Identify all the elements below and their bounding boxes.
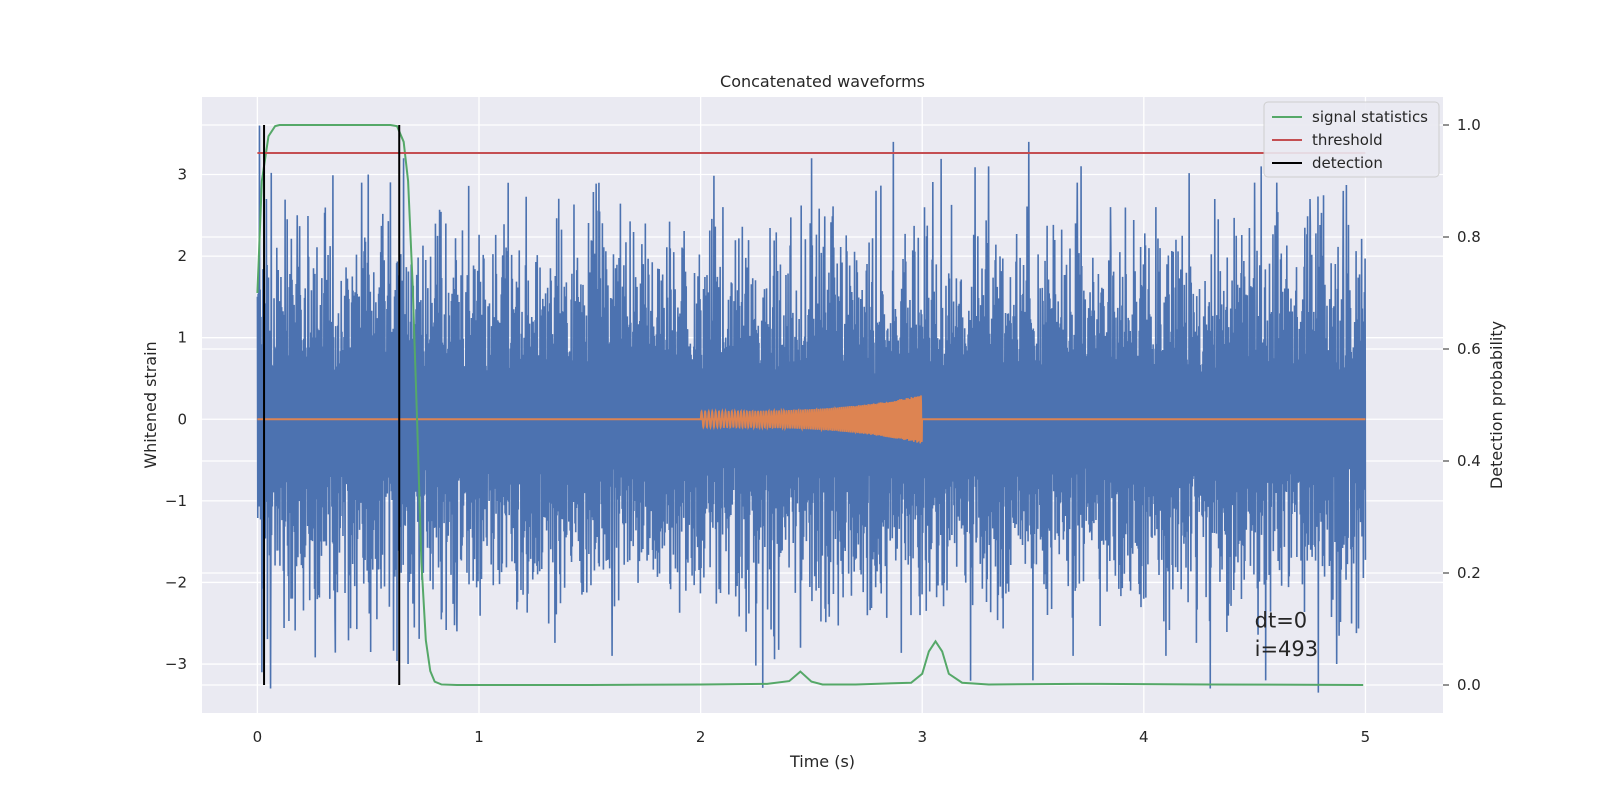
y-tick-label: −3	[165, 655, 187, 673]
legend-entry: threshold	[1312, 131, 1383, 149]
y2-tick-label: 0.8	[1457, 228, 1481, 246]
y-tick-label: −1	[165, 492, 187, 510]
legend-entry: detection	[1312, 154, 1383, 172]
x-tick-label: 0	[253, 728, 263, 746]
x-tick-label: 5	[1361, 728, 1371, 746]
legend-box	[1263, 101, 1440, 178]
legend: signal statistics threshold detection	[1263, 101, 1440, 178]
y-tick-label: 0	[177, 410, 187, 428]
x-axis-label: Time (s)	[789, 752, 855, 771]
annotation-dt: dt=0	[1255, 608, 1308, 632]
y-tick-label: 2	[177, 247, 187, 265]
y-tick-label: −2	[165, 573, 187, 591]
x-tick-label: 1	[474, 728, 484, 746]
ticks: 0 1 2 3 4 5 −3 −2 −1 0 1 2 3 0.0 0.2 0.4 0.6 0.8 1.0	[165, 116, 1481, 746]
series-layer	[256, 124, 1367, 693]
series-injection-chirp	[699, 395, 924, 444]
x-tick-label: 3	[917, 728, 927, 746]
y-tick-label: 3	[177, 166, 187, 184]
chart-title: Concatenated waveforms	[720, 72, 925, 91]
legend-entry: signal statistics	[1312, 108, 1428, 126]
x-tick-label: 4	[1139, 728, 1149, 746]
y2-tick-label: 0.2	[1457, 564, 1481, 582]
series-signal-statistics	[256, 124, 1364, 686]
y-tick-label: 1	[177, 329, 187, 347]
y2-axis-label: Detection probability	[1487, 321, 1506, 489]
y2-tick-label: 0.4	[1457, 452, 1481, 470]
annotation-i: i=493	[1255, 637, 1319, 661]
y2-tick-label: 1.0	[1457, 116, 1481, 134]
series-strain-noise	[256, 125, 1367, 693]
y-axis-label: Whitened strain	[141, 341, 160, 468]
x-tick-label: 2	[696, 728, 706, 746]
y2-tick-label: 0.6	[1457, 340, 1481, 358]
y2-tick-label: 0.0	[1457, 676, 1481, 694]
